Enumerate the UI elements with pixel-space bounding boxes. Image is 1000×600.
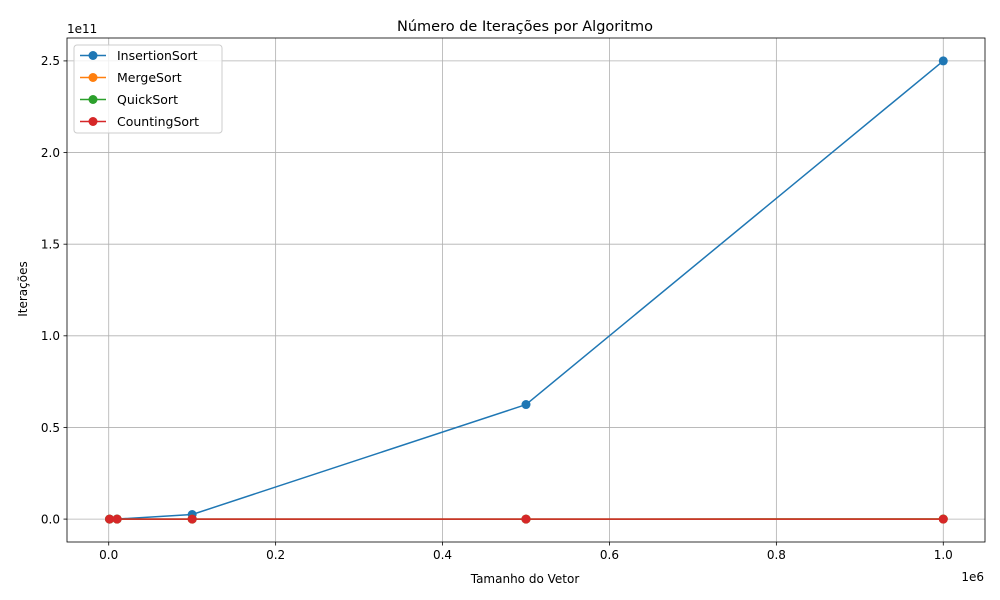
series-countingsort <box>105 514 948 524</box>
series-layer <box>105 56 948 524</box>
data-point-countingsort <box>187 514 197 524</box>
legend-frame <box>73 44 223 134</box>
legend-swatch-marker <box>88 117 98 126</box>
legend-item-mergesort: MergeSort <box>80 70 182 85</box>
legend-item-insertionsort: InsertionSort <box>80 48 198 63</box>
legend-label: MergeSort <box>117 70 182 85</box>
y-tick-label: 0.0 <box>41 512 60 526</box>
y-axis-offset-text: 1e11 <box>67 22 97 36</box>
legend-swatch-marker <box>88 95 98 104</box>
plot-area-frame <box>66 37 986 543</box>
legend-item-quicksort: QuickSort <box>80 92 178 107</box>
y-axis-label: Iterações <box>16 261 30 317</box>
data-point-insertionsort <box>938 56 948 66</box>
legend-swatch-marker <box>88 51 98 60</box>
data-point-countingsort <box>105 514 115 524</box>
legend-label: QuickSort <box>117 92 178 107</box>
legend-label: InsertionSort <box>117 48 198 63</box>
x-axis-offset-text: 1e6 <box>961 570 984 584</box>
axis-ticks: 0.0 0.2 0.4 0.6 0.8 1.0 0.0 0.5 1.0 1.5 2.0 2.5 <box>41 54 953 562</box>
y-tick-label: 2.5 <box>41 54 60 68</box>
x-tick-label: 0.6 <box>600 548 619 562</box>
x-tick-label: 0.2 <box>266 548 285 562</box>
data-point-countingsort <box>521 514 531 524</box>
x-axis-label: Tamanho do Vetor <box>470 572 580 586</box>
y-tick-label: 2.0 <box>41 146 60 160</box>
data-point-insertionsort <box>521 400 531 410</box>
chart-title: Número de Iterações por Algoritmo <box>397 19 653 35</box>
x-tick-label: 0.0 <box>99 548 118 562</box>
x-tick-label: 1.0 <box>934 548 953 562</box>
y-tick-label: 1.0 <box>41 329 60 343</box>
legend: InsertionSort MergeSort QuickSort CountingS… <box>73 44 223 134</box>
x-tick-label: 0.4 <box>433 548 452 562</box>
data-point-countingsort <box>112 514 122 524</box>
x-tick-label: 0.8 <box>767 548 786 562</box>
y-tick-label: 0.5 <box>41 421 60 435</box>
data-point-countingsort <box>938 514 948 524</box>
legend-swatch-marker <box>88 73 98 82</box>
legend-item-countingsort: CountingSort <box>80 114 199 129</box>
y-tick-label: 1.5 <box>41 237 60 251</box>
legend-label: CountingSort <box>117 114 199 129</box>
